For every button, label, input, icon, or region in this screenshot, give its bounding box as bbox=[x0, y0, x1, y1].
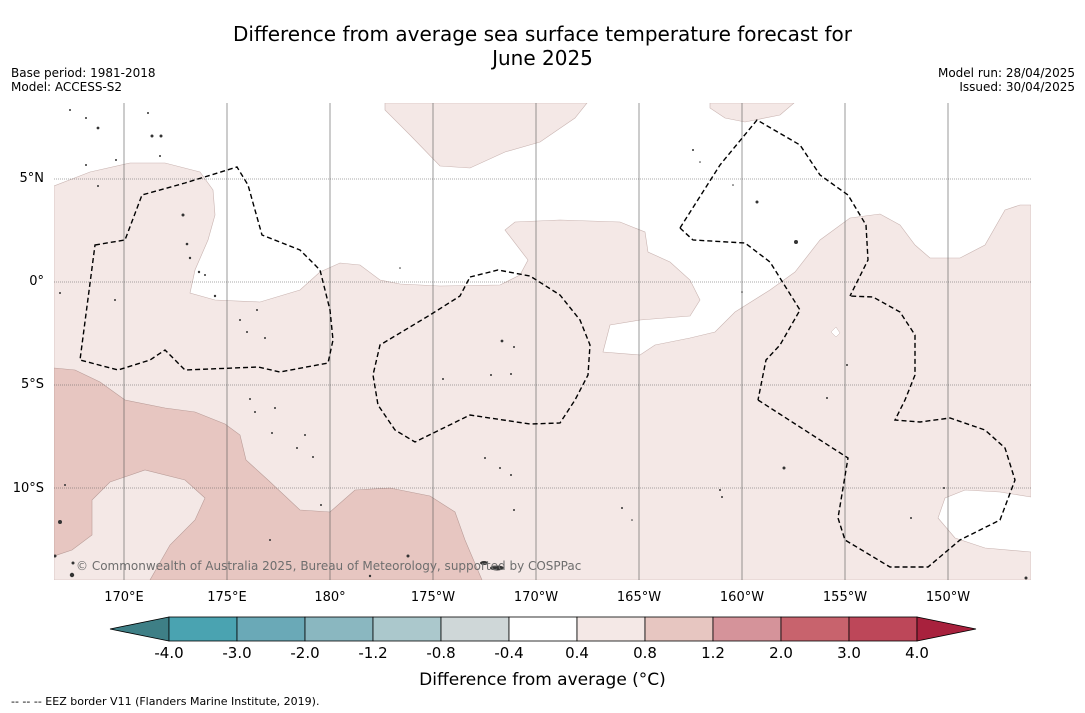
chart-title: Difference from average sea surface temp… bbox=[0, 22, 1085, 70]
model-name: Model: ACCESS-S2 bbox=[11, 80, 123, 94]
anomaly-region-light bbox=[54, 162, 1031, 580]
title-line-1: Difference from average sea surface temp… bbox=[232, 22, 852, 46]
colorbar-tick-1: -3.0 bbox=[222, 644, 252, 662]
lon-label-160w: 160°W bbox=[719, 590, 765, 605]
colorbar-tick-6: 0.4 bbox=[565, 644, 589, 662]
eez-border-east-upper-b bbox=[679, 227, 801, 401]
map-area bbox=[54, 103, 1031, 580]
eez-border-west bbox=[79, 166, 334, 373]
colorbar-segment-6 bbox=[576, 616, 646, 642]
lon-label-180: 180° bbox=[314, 590, 346, 605]
lon-label-175w: 175°W bbox=[410, 590, 456, 605]
issued-date: Issued: 30/04/2025 bbox=[959, 80, 1075, 94]
eez-legend: -- -- -- EEZ border V11 (Flanders Marine… bbox=[11, 695, 320, 708]
eez-borders bbox=[79, 119, 1016, 568]
colorbar-tick-10: 3.0 bbox=[837, 644, 861, 662]
colorbar-tick-4: -0.8 bbox=[426, 644, 456, 662]
lon-label-170w: 170°W bbox=[513, 590, 559, 605]
lat-label-5n: 5°N bbox=[19, 171, 45, 186]
lat-label-10s: 10°S bbox=[12, 481, 44, 496]
colorbar-segment-10 bbox=[848, 616, 918, 642]
anomaly-region-dark bbox=[54, 367, 483, 580]
colorbar-segment-7 bbox=[644, 616, 714, 642]
colorbar-segments bbox=[109, 616, 977, 642]
gridlines bbox=[54, 103, 1031, 580]
colorbar-segment-2 bbox=[304, 616, 374, 642]
meta-left: Base period: 1981-2018 Model: ACCESS-S2 bbox=[11, 66, 156, 94]
colorbar-tick-3: -1.2 bbox=[358, 644, 388, 662]
colorbar-segment-5 bbox=[508, 616, 578, 642]
colorbar-tick-11: 4.0 bbox=[905, 644, 929, 662]
base-period: Base period: 1981-2018 bbox=[11, 66, 156, 80]
colorbar-tick-8: 1.2 bbox=[701, 644, 725, 662]
copyright-notice: © Commonwealth of Australia 2025, Bureau… bbox=[76, 559, 582, 573]
lon-label-155w: 155°W bbox=[822, 590, 868, 605]
meta-right: Model run: 28/04/2025 Issued: 30/04/2025 bbox=[938, 66, 1075, 94]
model-run: Model run: 28/04/2025 bbox=[937, 66, 1075, 80]
colorbar-label: Difference from average (°C) bbox=[419, 670, 666, 690]
colorbar-segment-3 bbox=[372, 616, 442, 642]
title-line-2: June 2025 bbox=[492, 46, 593, 70]
colorbar-extend-high bbox=[916, 616, 977, 642]
eez-border-center bbox=[372, 269, 591, 443]
colorbar-tick-9: 2.0 bbox=[769, 644, 793, 662]
lon-label-150w: 150°W bbox=[925, 590, 971, 605]
lon-label-170e: 170°E bbox=[104, 590, 144, 605]
colorbar-segment-9 bbox=[780, 616, 850, 642]
islands bbox=[54, 109, 1028, 580]
colorbar-tick-0: -4.0 bbox=[154, 644, 184, 662]
colorbar-segment-0 bbox=[168, 616, 238, 642]
eez-border-east-upper bbox=[679, 119, 869, 297]
anomaly-blob-top-2 bbox=[709, 103, 795, 123]
lat-label-5s: 5°S bbox=[20, 377, 44, 392]
colorbar-tick-7: 0.8 bbox=[633, 644, 657, 662]
lat-label-0: 0° bbox=[29, 274, 44, 289]
colorbar-segment-4 bbox=[440, 616, 510, 642]
colorbar-tick-2: -2.0 bbox=[290, 644, 320, 662]
eez-border-east-lower bbox=[757, 295, 1016, 568]
lon-label-165w: 165°W bbox=[616, 590, 662, 605]
colorbar-segment-1 bbox=[236, 616, 306, 642]
colorbar-segment-8 bbox=[712, 616, 782, 642]
colorbar-tick-5: -0.4 bbox=[494, 644, 524, 662]
lon-label-175e: 175°E bbox=[207, 590, 247, 605]
colorbar-extend-low bbox=[109, 616, 170, 642]
anomaly-hole bbox=[830, 326, 841, 338]
anomaly-blob-top-1 bbox=[384, 103, 588, 169]
